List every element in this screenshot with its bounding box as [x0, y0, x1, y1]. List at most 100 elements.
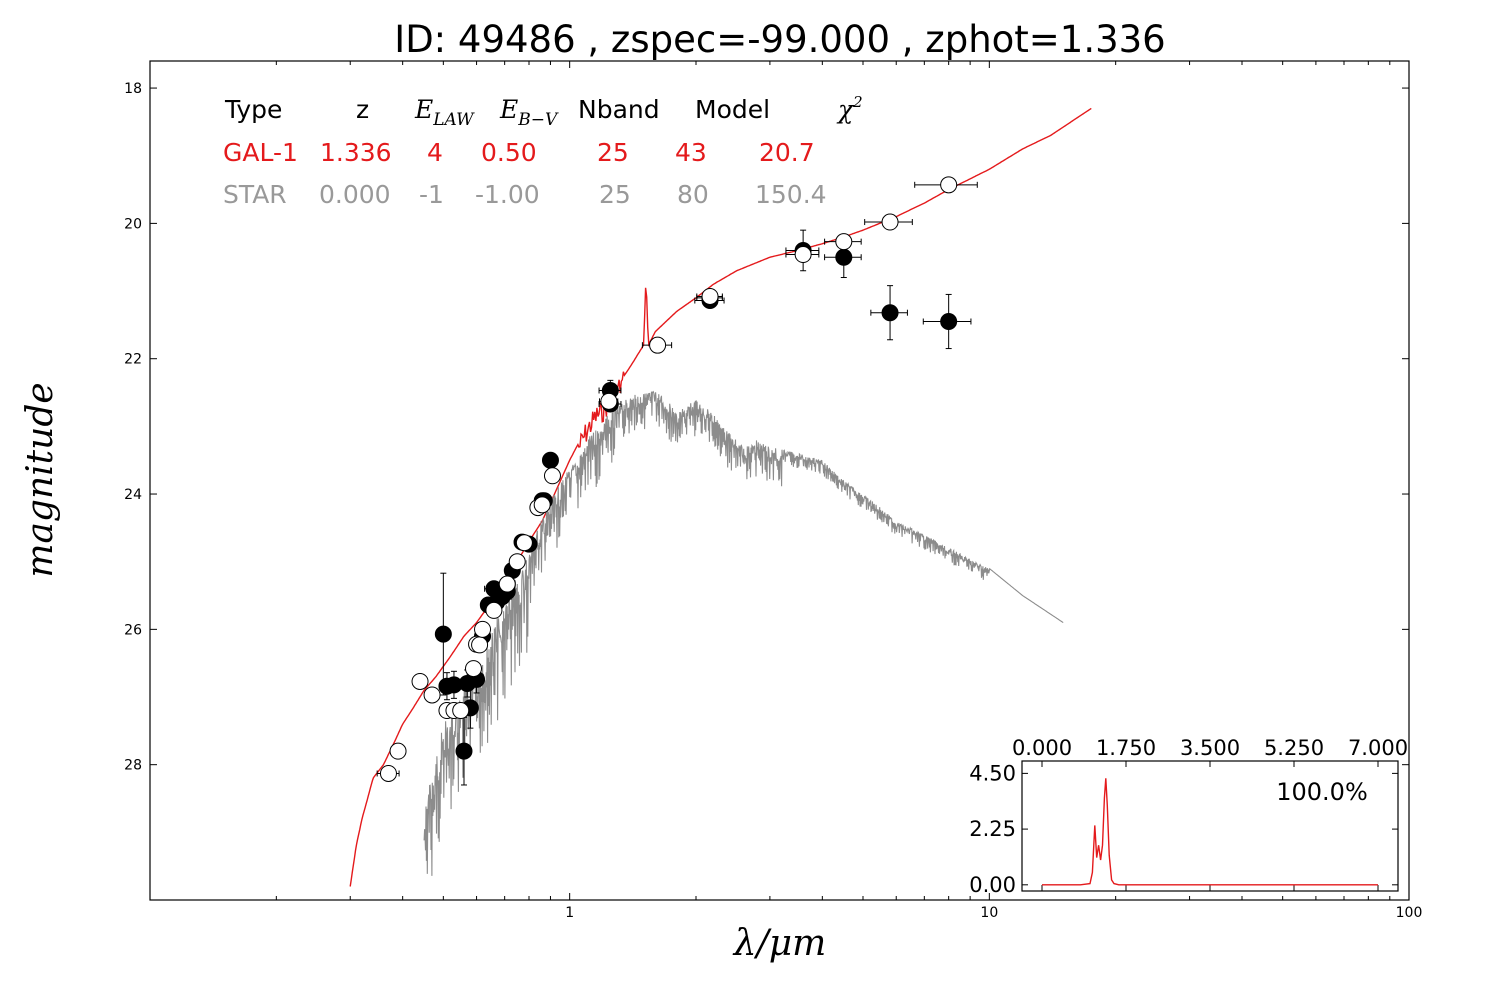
- table-cell: -1.00: [475, 180, 540, 209]
- data-marker: [794, 246, 812, 264]
- y-tick-label: 22: [124, 352, 142, 368]
- fit-table: Type z ELAW EB−V Nband Model χ2 GAL-1 1.…: [223, 93, 863, 209]
- inset-x-tick-label: 7.000: [1348, 736, 1408, 760]
- inset-tick-labels: 0.000 1.750 3.500 5.250 7.000 0.00 2.25 4.50: [969, 736, 1408, 897]
- table-cell: 1.336: [320, 138, 392, 167]
- photometry-point-open: [411, 672, 429, 690]
- data-marker: [835, 248, 853, 266]
- table-header-elaw: ELAW: [414, 95, 475, 130]
- data-marker: [600, 392, 618, 410]
- table-cell: -1: [419, 180, 444, 209]
- x-tick-label: 10: [980, 905, 998, 921]
- x-tick-label: 1: [565, 905, 574, 921]
- table-row-galaxy: GAL-1 1.336 4 0.50 25 43 20.7: [223, 138, 815, 167]
- photometry-point-open: [508, 553, 526, 571]
- table-header-ebv: EB−V: [499, 95, 559, 130]
- inset-x-tick-label: 0.000: [1012, 736, 1072, 760]
- data-marker: [701, 287, 719, 305]
- data-marker: [423, 686, 441, 704]
- inset-y-tick-label: 2.25: [969, 817, 1016, 841]
- table-cell: 25: [597, 138, 629, 167]
- y-tick-label: 18: [124, 81, 142, 97]
- x-tick-label: 100: [1396, 905, 1423, 921]
- table-header-model: Model: [695, 95, 770, 124]
- inset-x-tick-label: 3.500: [1180, 736, 1240, 760]
- y-tick-label: 24: [124, 487, 142, 503]
- data-marker: [533, 496, 551, 514]
- table-cell: 0.50: [481, 138, 537, 167]
- redshift-pdf-inset: 0.000 1.750 3.500 5.250 7.000 0.00 2.25 4.50 10…: [969, 736, 1408, 897]
- x-axis-label: λ/μm: [732, 923, 826, 964]
- photometry-point-open: [465, 660, 483, 678]
- data-marker: [649, 336, 667, 354]
- photometry-point-open: [543, 467, 561, 485]
- data-marker: [474, 620, 492, 638]
- y-tick-label: 20: [124, 216, 142, 232]
- tick-labels: 1 10 100 18 20 22 24 26 28: [124, 81, 1422, 921]
- data-marker: [434, 625, 452, 643]
- photometry-point-open: [474, 620, 492, 638]
- photometry-point-filled: [434, 572, 452, 696]
- plot-frame: [149, 60, 1410, 901]
- data-marker: [940, 176, 958, 194]
- data-marker: [940, 312, 958, 330]
- data-marker: [508, 553, 526, 571]
- table-cell: 80: [677, 180, 709, 209]
- photometry-point-open: [824, 233, 862, 251]
- data-marker: [541, 451, 559, 469]
- inset-x-tick-label: 1.750: [1096, 736, 1156, 760]
- table-header-chi2: χ2: [836, 93, 863, 124]
- photometry-point-open: [485, 601, 503, 619]
- inset-plot: [1042, 778, 1378, 886]
- photometry-point-open: [914, 176, 978, 194]
- galaxy-sed-line: [349, 107, 1092, 887]
- photometry-point-open: [376, 764, 400, 782]
- photometry-point-open: [599, 392, 619, 410]
- pdf-line: [1042, 778, 1378, 886]
- plot-area: [349, 107, 1092, 887]
- photometry-point-filled: [541, 451, 559, 469]
- photometry-point-open: [533, 496, 551, 514]
- y-tick-label: 26: [124, 622, 142, 638]
- data-marker: [515, 534, 533, 552]
- data-marker: [498, 575, 516, 593]
- photometry-point-open: [498, 575, 516, 593]
- data-marker: [411, 672, 429, 690]
- data-marker: [455, 742, 473, 760]
- photometry-point-open: [696, 287, 723, 305]
- table-cell: 43: [675, 138, 707, 167]
- photometry-point-filled: [445, 670, 463, 699]
- star-spectrum-line: [423, 390, 1064, 876]
- data-marker: [881, 304, 899, 322]
- data-marker: [835, 233, 853, 251]
- data-marker: [389, 742, 407, 760]
- photometry-point-open: [785, 246, 820, 264]
- photometry-point-open: [864, 213, 913, 231]
- photometry-point-open: [471, 636, 489, 654]
- inset-frame: [1021, 760, 1399, 892]
- table-cell: 20.7: [759, 138, 815, 167]
- inset-y-tick-label: 4.50: [969, 761, 1016, 785]
- table-cell: GAL-1: [223, 138, 298, 167]
- photometry-point-filled: [870, 285, 908, 341]
- data-marker: [465, 660, 483, 678]
- data-marker: [485, 601, 503, 619]
- table-cell: 4: [427, 138, 443, 167]
- photometry-point-filled: [455, 716, 473, 786]
- photometry-point-open: [389, 742, 407, 760]
- table-header-nband: Nband: [578, 95, 660, 124]
- data-marker: [471, 636, 489, 654]
- chart-title: ID: 49486 , zspec=-99.000 , zphot=1.336: [394, 18, 1165, 61]
- data-marker: [543, 467, 561, 485]
- photometry-point-open: [641, 336, 673, 354]
- y-tick-label: 28: [124, 758, 142, 774]
- data-marker: [452, 702, 470, 720]
- y-axis-label: magnitude: [20, 382, 61, 577]
- table-header-z: z: [356, 95, 369, 124]
- table-cell: 0.000: [319, 180, 391, 209]
- data-marker: [881, 213, 899, 231]
- table-cell: 25: [599, 180, 631, 209]
- photometry-point-open: [423, 686, 441, 704]
- table-row-star: STAR 0.000 -1 -1.00 25 80 150.4: [223, 180, 827, 209]
